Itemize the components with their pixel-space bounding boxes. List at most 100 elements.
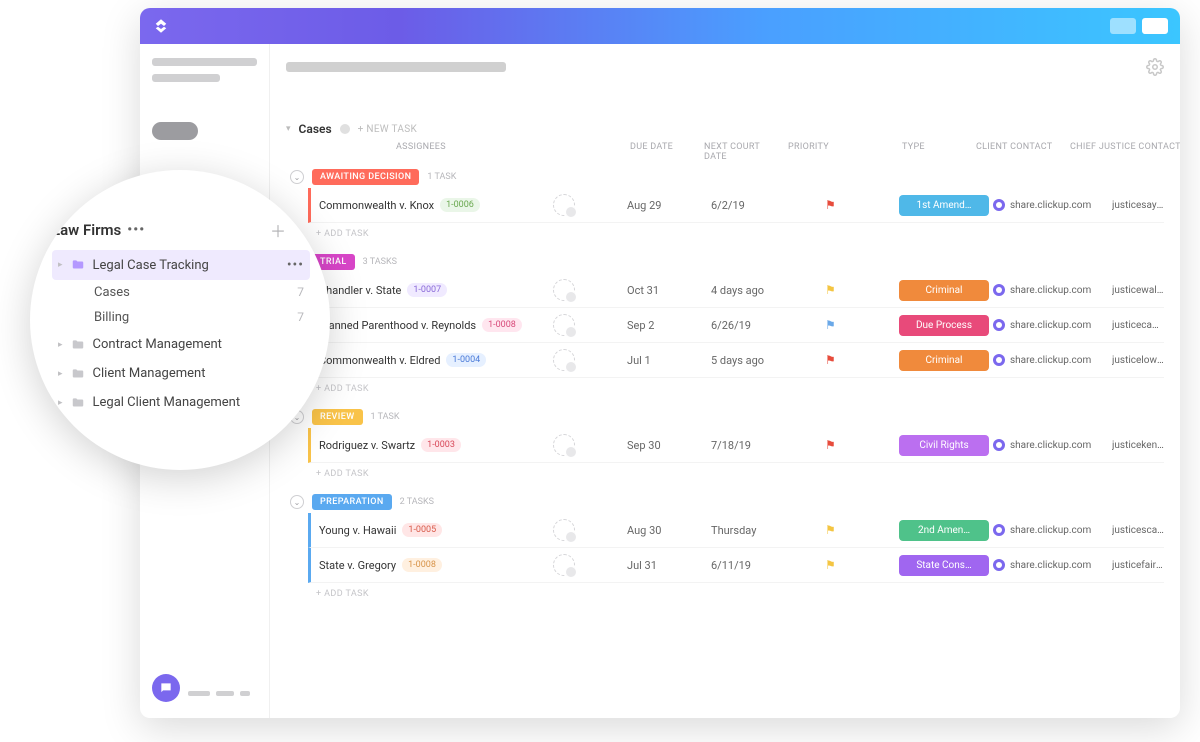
task-count: 1 TASK (371, 412, 400, 422)
task-row[interactable]: Commonwealth v. Knox 1-0006 Aug 29 6/2/1… (308, 188, 1164, 223)
chat-button[interactable] (152, 674, 180, 702)
type-pill[interactable]: Criminal (899, 280, 989, 301)
next-court-date: 6/2/19 (711, 199, 821, 212)
due-date: Sep 30 (627, 439, 707, 452)
status-group: ⌄ PREPARATION 2 TASKS Young v. Hawaii 1-… (286, 491, 1164, 605)
next-court-date: 6/26/19 (711, 319, 821, 332)
assignee-avatar[interactable] (553, 434, 575, 456)
client-contact[interactable]: share.clickup.com (993, 559, 1108, 571)
col-priority: PRIORITY (788, 142, 898, 162)
priority-flag-icon[interactable]: ⚑ (825, 558, 895, 572)
client-contact[interactable]: share.clickup.com (993, 319, 1108, 331)
status-pill[interactable]: PREPARATION (312, 494, 392, 510)
window-min-button[interactable] (1110, 18, 1136, 34)
type-pill[interactable]: State Cons… (899, 555, 989, 576)
due-date: Sep 2 (627, 319, 707, 332)
folder-icon (71, 258, 85, 272)
add-task-button[interactable]: + ADD TASK (286, 378, 1164, 400)
priority-flag-icon[interactable]: ⚑ (825, 438, 895, 452)
group-collapse-button[interactable]: ⌄ (290, 495, 304, 509)
next-court-date: 4 days ago (711, 284, 821, 297)
case-id-badge: 1-0004 (446, 353, 486, 367)
col-type: TYPE (902, 142, 972, 162)
due-date: Aug 30 (627, 524, 707, 537)
window-max-button[interactable] (1142, 18, 1168, 34)
due-date: Jul 1 (627, 354, 707, 367)
client-contact[interactable]: share.clickup.com (993, 199, 1108, 211)
col-assignees: ASSIGNEES (396, 142, 626, 162)
sub-item-count: 7 (297, 285, 304, 300)
type-pill[interactable]: Due Process (899, 315, 989, 336)
add-task-button[interactable]: + ADD TASK (286, 223, 1164, 245)
collapse-caret-icon[interactable]: ▾ (286, 124, 291, 134)
task-row[interactable]: Planned Parenthood v. Reynolds 1-0008 Se… (308, 308, 1164, 343)
sidebar-item[interactable]: ▸ Legal Case Tracking ••• (52, 250, 310, 280)
info-icon[interactable] (340, 124, 350, 134)
status-pill[interactable]: REVIEW (312, 409, 363, 425)
due-date: Jul 31 (627, 559, 707, 572)
priority-flag-icon[interactable]: ⚑ (825, 523, 895, 537)
add-task-button[interactable]: + ADD TASK (286, 583, 1164, 605)
assignee-avatar[interactable] (553, 279, 575, 301)
task-name: Young v. Hawaii (319, 524, 396, 537)
sidebar-item[interactable]: ▸ Legal Client Management (52, 388, 310, 417)
task-row[interactable]: Rodriguez v. Swartz 1-0003 Sep 30 7/18/1… (308, 428, 1164, 463)
chief-justice-contact: justicewaller@example.com (1112, 285, 1164, 296)
client-contact[interactable]: share.clickup.com (993, 354, 1108, 366)
type-pill[interactable]: Criminal (899, 350, 989, 371)
sidebar-item-label: Legal Case Tracking (93, 258, 209, 273)
assignee-avatar[interactable] (553, 314, 575, 336)
new-task-button[interactable]: + NEW TASK (358, 124, 417, 135)
add-task-button[interactable]: + ADD TASK (286, 463, 1164, 485)
assignee-avatar[interactable] (553, 194, 575, 216)
due-date: Aug 29 (627, 199, 707, 212)
status-group: ⌄ REVIEW 1 TASK Rodriguez v. Swartz 1-00… (286, 406, 1164, 485)
case-id-badge: 1-0006 (440, 198, 480, 212)
task-name: Chandler v. State (319, 284, 401, 297)
contact-dot-icon (993, 559, 1005, 571)
sidebar-item[interactable]: ▸ Contract Management (52, 330, 310, 359)
placeholder-line (152, 74, 220, 82)
col-next-court: NEXT COURT DATE (704, 142, 784, 162)
type-pill[interactable]: Civil Rights (899, 435, 989, 456)
priority-flag-icon[interactable]: ⚑ (825, 283, 895, 297)
item-menu-icon[interactable]: ••• (287, 257, 304, 273)
sidebar-sub-item[interactable]: Cases7 (52, 280, 310, 305)
type-pill[interactable]: 1st Amend… (899, 195, 989, 216)
client-contact[interactable]: share.clickup.com (993, 439, 1108, 451)
next-court-date: 7/18/19 (711, 439, 821, 452)
main-content: ▾ Cases + NEW TASK ASSIGNEES DUE DATE NE… (270, 44, 1180, 718)
contact-dot-icon (993, 439, 1005, 451)
chevron-right-icon: ▸ (58, 260, 63, 270)
col-chief-justice: CHIEF JUSTICE CONTACT (1070, 142, 1180, 162)
assignee-avatar[interactable] (553, 349, 575, 371)
assignee-avatar[interactable] (553, 554, 575, 576)
task-row[interactable]: Commonwealth v. Eldred 1-0004 Jul 1 5 da… (308, 343, 1164, 378)
next-court-date: Thursday (711, 524, 821, 537)
chevron-right-icon: ▸ (58, 369, 63, 379)
task-count: 3 TASKS (363, 257, 397, 267)
contact-dot-icon (993, 284, 1005, 296)
sidebar-sub-item[interactable]: Billing7 (52, 305, 310, 330)
priority-flag-icon[interactable]: ⚑ (825, 318, 895, 332)
group-collapse-button[interactable]: ⌄ (290, 170, 304, 184)
assignee-avatar[interactable] (553, 519, 575, 541)
status-pill[interactable]: AWAITING DECISION (312, 169, 419, 185)
client-contact[interactable]: share.clickup.com (993, 524, 1108, 536)
task-row[interactable]: State v. Gregory 1-0008 Jul 31 6/11/19 ⚑… (308, 548, 1164, 583)
task-row[interactable]: Chandler v. State 1-0007 Oct 31 4 days a… (308, 273, 1164, 308)
case-id-badge: 1-0008 (482, 318, 522, 332)
settings-gear-icon[interactable] (1146, 58, 1164, 76)
contact-dot-icon (993, 354, 1005, 366)
header-placeholder (286, 62, 506, 72)
client-contact[interactable]: share.clickup.com (993, 284, 1108, 296)
add-space-button[interactable]: ＋ (270, 218, 286, 242)
priority-flag-icon[interactable]: ⚑ (825, 353, 895, 367)
task-name: Commonwealth v. Eldred (319, 354, 440, 367)
task-row[interactable]: Young v. Hawaii 1-0005 Aug 30 Thursday ⚑… (308, 513, 1164, 548)
case-id-badge: 1-0005 (402, 523, 442, 537)
sidebar-item[interactable]: ▸ Client Management (52, 359, 310, 388)
type-pill[interactable]: 2nd Amen… (899, 520, 989, 541)
workspace-menu-icon[interactable]: ••• (127, 222, 145, 238)
priority-flag-icon[interactable]: ⚑ (825, 198, 895, 212)
